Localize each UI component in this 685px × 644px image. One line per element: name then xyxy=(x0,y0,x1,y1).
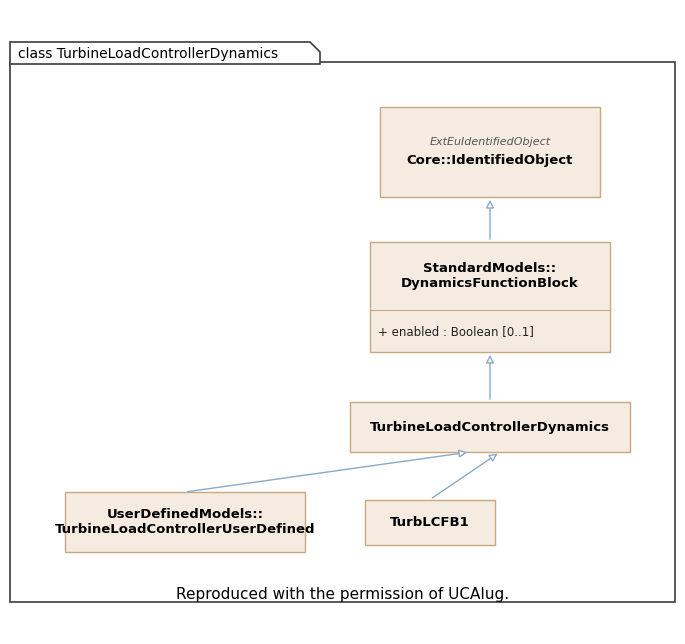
Text: + enabled : Boolean [0..1]: + enabled : Boolean [0..1] xyxy=(378,325,534,337)
Text: StandardModels::
DynamicsFunctionBlock: StandardModels:: DynamicsFunctionBlock xyxy=(401,262,579,290)
Text: TurbLCFB1: TurbLCFB1 xyxy=(390,515,470,529)
Polygon shape xyxy=(10,42,320,64)
Text: TurbineLoadControllerDynamics: TurbineLoadControllerDynamics xyxy=(370,421,610,433)
Bar xyxy=(350,402,630,452)
Bar xyxy=(65,492,305,552)
Text: class TurbineLoadControllerDynamics: class TurbineLoadControllerDynamics xyxy=(18,47,278,61)
Text: Reproduced with the permission of UCAIug.: Reproduced with the permission of UCAIug… xyxy=(176,587,509,601)
Bar xyxy=(380,107,600,197)
Bar xyxy=(370,242,610,352)
Text: ExtEuIdentifiedObject: ExtEuIdentifiedObject xyxy=(429,137,551,147)
Text: UserDefinedModels::
TurbineLoadControllerUserDefined: UserDefinedModels:: TurbineLoadControlle… xyxy=(55,508,315,536)
Bar xyxy=(365,500,495,544)
Text: Core::IdentifiedObject: Core::IdentifiedObject xyxy=(407,153,573,167)
